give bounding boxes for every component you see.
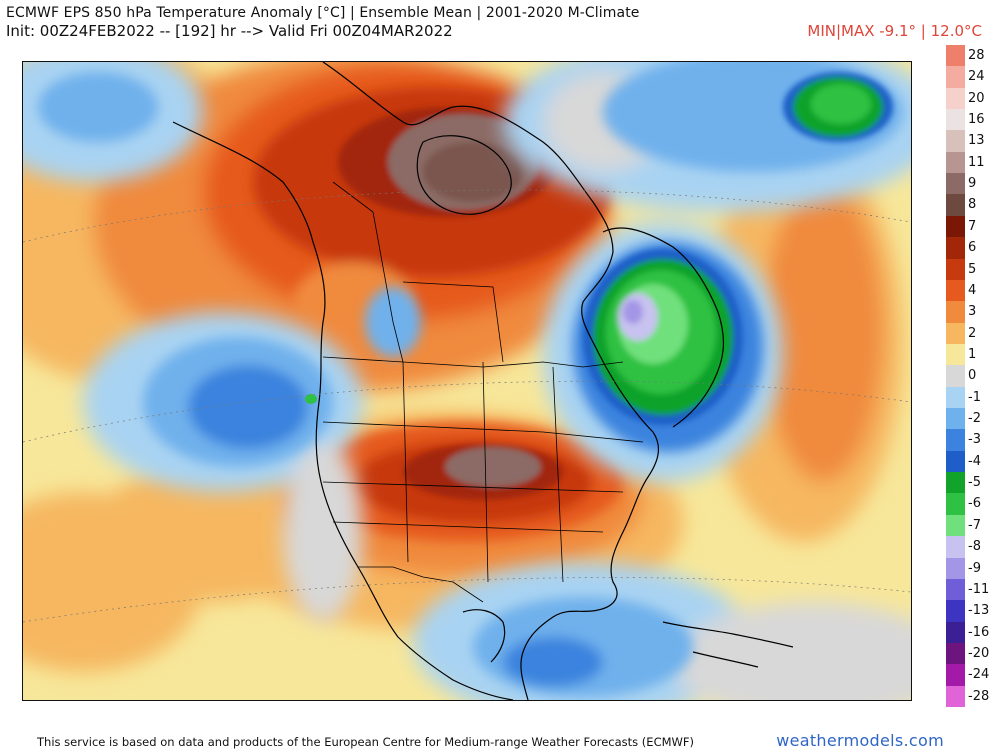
colorbar-label: -7 [968,517,981,533]
colorbar-swatch [946,664,965,687]
colorbar-label: -28 [968,688,990,704]
colorbar-label: 20 [968,90,985,106]
graticule [23,189,911,623]
colorbar-swatch [946,450,965,473]
cold-anomaly-quebec-labrador [583,249,743,425]
colorbar-label: 11 [968,154,985,170]
cold-spot-pacific-northwest [305,394,317,404]
colorbar-swatch [946,322,965,345]
colorbar-swatch [946,343,965,366]
colorbar-swatch [946,87,965,110]
colorbar-swatch [946,536,965,558]
colorbar-label: 8 [968,197,977,213]
colorbar-swatch [946,365,965,388]
colorbar-swatch [946,408,965,430]
colorbar-label: -9 [968,560,981,576]
map-title: ECMWF EPS 850 hPa Temperature Anomaly [°… [6,5,640,21]
colorbar-swatch [946,514,965,537]
colorbar-swatch [946,258,965,281]
colorbar-label: -2 [968,411,981,427]
colorbar-label: 5 [968,261,977,277]
colorbar-swatch [946,215,965,238]
colorbar-label: -1 [968,389,981,405]
colorbar-label: -11 [968,581,990,597]
colorbar-swatch [946,194,965,217]
colorbar-swatch [946,621,965,644]
colorbar-swatch [946,386,965,409]
colorbar-swatch [946,173,965,195]
coastlines [172,62,794,700]
colorbar-swatch [946,685,965,708]
colorbar-label: 16 [968,112,985,128]
colorbar-label: -5 [968,475,981,491]
colorbar-swatch [946,557,965,580]
colorbar-legend: 28 24 20 16 13 11 9 8 7 6 5 4 3 2 1 0 -1 -2 -3 -4 -5 -6 -7 -8 -9… [946,45,1000,708]
colorbar-label: -6 [968,496,981,512]
map-canvas [23,62,911,700]
colorbar-swatch [946,237,965,260]
colorbar-label: 6 [968,240,977,256]
colorbar-label: -8 [968,539,981,555]
colorbar-label: 9 [968,176,977,192]
colorbar-swatch [946,279,965,302]
temperature-anomaly-map [22,61,912,701]
colorbar-swatch [946,151,965,174]
ecmwf-attribution: This service is based on data and produc… [37,735,694,749]
colorbar-label: -20 [968,645,990,661]
colorbar-label: 4 [968,282,977,298]
colorbar-swatch [946,578,965,601]
colorbar-swatch [946,642,965,665]
colorbar-label: 28 [968,48,985,63]
colorbar-swatch [946,130,965,153]
colorbar-label: 0 [968,368,977,384]
colorbar-label: -3 [968,432,981,448]
colorbar-label: 2 [968,325,977,341]
colorbar-label: -13 [968,603,990,619]
colorbar-label: 7 [968,218,977,234]
political-borders [322,181,644,603]
brand-link[interactable]: weathermodels.com [776,731,944,750]
colorbar-label: 3 [968,304,977,320]
colorbar-swatch [946,45,965,67]
colorbar-label: -24 [968,667,990,683]
cold-anomaly-greenland-sea [783,72,893,142]
colorbar-swatch [946,109,965,131]
colorbar-label: -4 [968,453,981,469]
map-subtitle: Init: 00Z24FEB2022 -- [192] hr --> Valid… [6,22,453,40]
peak-warm-anomaly [338,107,563,500]
colorbar-swatch [946,472,965,494]
min-max-readout: MIN|MAX -9.1° | 12.0°C [807,22,982,40]
colorbar-label: -16 [968,624,990,640]
colorbar-swatch [946,301,965,324]
colorbar-label: 13 [968,133,985,149]
colorbar-label: 1 [968,346,977,362]
colorbar-swatch [946,429,965,452]
colorbar-label: 24 [968,69,985,85]
colorbar-swatch [946,600,965,623]
colorbar-swatch [946,66,965,89]
colorbar-swatch [946,493,965,516]
